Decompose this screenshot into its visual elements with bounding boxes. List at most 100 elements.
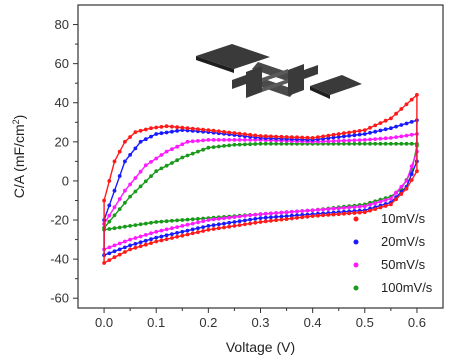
- y-tick-label: 0: [62, 173, 69, 188]
- data-point: [201, 127, 206, 132]
- y-tick-label: 60: [55, 56, 69, 71]
- data-point: [201, 229, 206, 233]
- data-point: [321, 134, 325, 139]
- data-point: [357, 129, 362, 133]
- data-point: [352, 141, 357, 146]
- y-axis-label-end: ): [11, 115, 27, 120]
- data-point: [409, 172, 414, 177]
- data-point: [206, 224, 211, 228]
- y-tick-label: -60: [50, 291, 69, 306]
- data-point: [227, 143, 232, 148]
- data-point: [154, 169, 159, 174]
- data-point: [389, 196, 393, 201]
- data-point: [357, 132, 362, 137]
- data-point: [170, 124, 174, 129]
- data-point: [196, 127, 200, 131]
- data-point: [237, 219, 242, 224]
- data-point: [222, 221, 226, 226]
- data-point: [143, 179, 148, 184]
- data-point: [190, 221, 195, 226]
- legend-marker: [353, 285, 359, 291]
- data-point: [222, 138, 226, 142]
- x-tick-label: 0.6: [408, 315, 426, 330]
- data-point: [133, 176, 138, 180]
- data-point: [185, 232, 190, 237]
- data-point: [394, 124, 398, 129]
- data-point: [336, 141, 341, 146]
- data-point: [279, 214, 284, 219]
- data-point: [164, 237, 169, 242]
- data-point: [185, 222, 190, 227]
- data-point: [170, 236, 174, 240]
- data-point: [211, 138, 216, 142]
- data-point: [201, 225, 206, 230]
- data-point: [331, 139, 336, 144]
- data-point: [243, 218, 247, 223]
- data-point: [378, 199, 383, 204]
- data-point: [357, 138, 362, 143]
- data-point: [117, 207, 122, 212]
- data-point: [253, 133, 258, 138]
- y-axis-label: C/A (mF/cm2): [11, 115, 27, 199]
- data-point: [185, 217, 190, 222]
- data-point: [216, 222, 221, 227]
- data-point: [138, 244, 143, 249]
- data-point: [331, 141, 336, 146]
- data-point: [216, 138, 221, 142]
- data-point: [175, 218, 180, 223]
- y-tick-label: 80: [55, 17, 69, 32]
- legend-item-10mv-s: 10mV/s: [353, 211, 426, 226]
- data-point: [196, 149, 200, 154]
- data-point: [284, 135, 289, 139]
- data-point: [404, 186, 409, 191]
- data-point: [394, 197, 398, 202]
- data-point: [170, 232, 174, 237]
- data-point: [373, 129, 378, 134]
- data-point: [138, 169, 143, 174]
- data-point: [342, 141, 346, 146]
- data-point: [107, 258, 112, 262]
- data-point: [289, 141, 294, 146]
- data-point: [227, 215, 232, 220]
- x-tick-label: 0.0: [95, 315, 113, 330]
- data-point: [175, 125, 180, 130]
- x-tick-label: 0.5: [356, 315, 374, 330]
- legend-item-20mv-s: 20mV/s: [353, 234, 426, 249]
- data-point: [143, 221, 148, 226]
- data-point: [253, 217, 258, 221]
- data-point: [175, 129, 180, 133]
- data-point: [227, 220, 232, 225]
- data-point: [269, 141, 273, 146]
- legend-item-50mv-s: 50mV/s: [353, 257, 426, 272]
- data-point: [399, 134, 404, 139]
- data-point: [237, 131, 242, 136]
- data-point: [164, 227, 169, 232]
- data-point: [373, 137, 378, 142]
- data-point: [222, 144, 226, 148]
- data-point: [149, 126, 153, 131]
- data-point: [206, 128, 211, 133]
- data-point: [342, 131, 346, 136]
- data-point: [248, 217, 253, 222]
- data-point: [112, 255, 117, 260]
- data-point: [243, 138, 247, 142]
- data-point: [336, 132, 341, 136]
- data-point: [149, 220, 153, 225]
- data-point: [352, 211, 357, 215]
- data-point: [216, 226, 221, 231]
- data-point: [133, 189, 138, 194]
- data-point: [133, 236, 138, 240]
- data-point: [143, 137, 148, 142]
- data-point: [149, 134, 153, 139]
- data-point: [368, 125, 372, 130]
- data-point: [342, 134, 346, 139]
- data-point: [321, 139, 325, 144]
- data-point: [196, 226, 200, 231]
- data-point: [399, 107, 404, 111]
- legend-marker: [353, 216, 359, 222]
- data-point: [159, 125, 164, 129]
- data-point: [284, 141, 289, 146]
- data-point: [362, 210, 367, 215]
- data-point: [389, 202, 393, 207]
- data-point: [117, 197, 122, 201]
